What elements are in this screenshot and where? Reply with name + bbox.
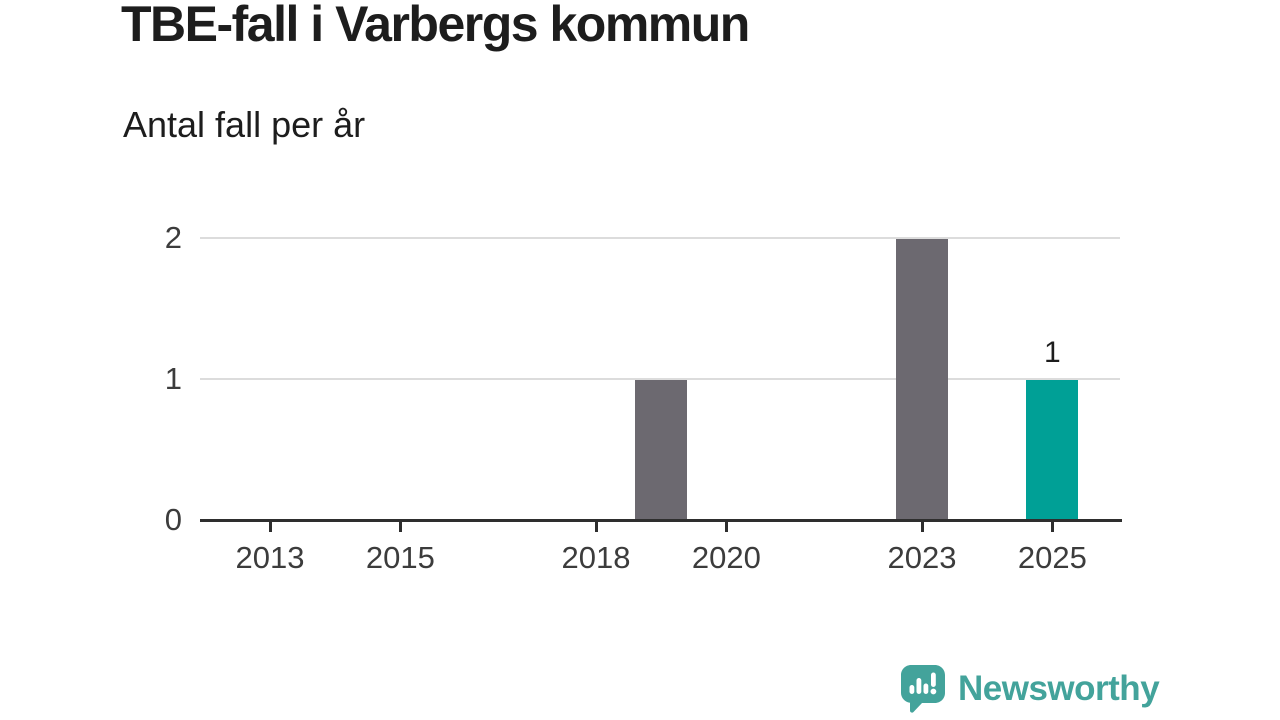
x-tick-2025 — [1050, 521, 1054, 532]
brand-name: Newsworthy — [958, 669, 1160, 708]
brand-footer: Newsworthy — [901, 664, 1160, 714]
bar-2023 — [896, 239, 948, 521]
chart-title: TBE-fall i Varbergs kommun — [121, 0, 750, 52]
bar-2019 — [635, 380, 688, 521]
x-tick-label-2013: 2013 — [235, 540, 305, 575]
gridline-y-1 — [200, 378, 1120, 380]
chart-subtitle: Antal fall per år — [123, 104, 366, 145]
x-tick-label-2020: 2020 — [691, 540, 761, 575]
newsworthy-logo-icon — [901, 665, 945, 713]
bar-value-label-2025: 1 — [1044, 336, 1061, 369]
x-tick-2015 — [398, 521, 402, 532]
bar-2025 — [1026, 380, 1079, 521]
x-tick-2018 — [594, 521, 598, 532]
x-tick-label-2025: 2025 — [1017, 540, 1087, 575]
gridline-y-2 — [200, 237, 1120, 239]
x-tick-label-2018: 2018 — [561, 540, 631, 575]
x-tick-label-2023: 2023 — [887, 540, 957, 575]
x-tick-2020 — [724, 521, 728, 532]
x-axis-line — [200, 519, 1122, 522]
x-tick-label-2015: 2015 — [365, 540, 435, 575]
y-tick-label-1: 1 — [164, 361, 182, 396]
y-tick-label-0: 0 — [164, 502, 182, 537]
x-tick-2013 — [268, 521, 272, 532]
y-tick-label-2: 2 — [164, 220, 182, 255]
x-tick-2023 — [920, 521, 924, 532]
